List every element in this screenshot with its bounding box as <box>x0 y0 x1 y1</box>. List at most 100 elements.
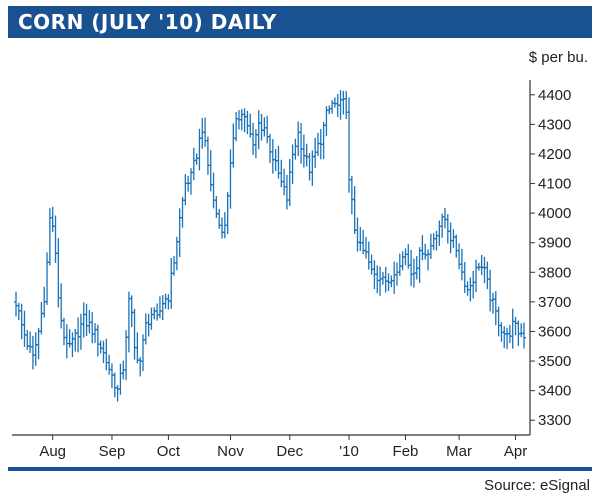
y-tick-label: 3500 <box>538 353 571 370</box>
ohlc-bar <box>417 247 422 283</box>
ohlc-bar <box>157 296 162 319</box>
ohlc-bar <box>392 261 397 294</box>
ohlc-bar <box>98 340 103 354</box>
ohlc-bar <box>403 248 408 266</box>
ohlc-bar <box>279 159 284 188</box>
ohlc-bar <box>465 281 470 296</box>
ohlc-bar <box>395 262 399 286</box>
ohlc-bar <box>149 307 154 330</box>
ohlc-bar <box>355 217 360 252</box>
x-tick-label: Mar <box>446 443 472 460</box>
ohlc-bar <box>172 256 177 276</box>
y-tick-label: 4100 <box>538 176 571 193</box>
ohlc-bar <box>95 324 100 357</box>
ohlc-bar <box>519 323 524 338</box>
ohlc-bar <box>445 214 450 244</box>
ohlc-bar <box>245 110 250 135</box>
ohlc-bar <box>28 331 33 353</box>
chart-title-bar: CORN (JULY '10) DAILY <box>8 6 592 38</box>
ohlc-bar <box>70 332 75 358</box>
ohlc-bar <box>507 324 512 344</box>
ohlc-bar <box>47 208 52 266</box>
ohlc-bar <box>468 277 473 302</box>
ohlc-bar <box>380 271 385 285</box>
ohlc-bar <box>53 215 58 263</box>
ohlc-bar <box>496 306 501 337</box>
ohlc-bar <box>262 117 267 137</box>
ohlc-bar <box>310 150 315 186</box>
ohlc-bar <box>50 206 55 232</box>
ohlc-bar <box>341 90 346 115</box>
ohlc-bar <box>273 148 278 172</box>
ohlc-bar <box>231 123 236 168</box>
ohlc-bar <box>115 385 120 402</box>
ohlc-bar <box>383 266 388 293</box>
ohlc-bar <box>296 121 301 157</box>
ohlc-bar <box>330 100 335 114</box>
y-tick-label: 3700 <box>538 294 571 311</box>
ohlc-bar <box>327 105 332 115</box>
ohlc-bar <box>67 329 72 348</box>
ohlc-bar <box>479 254 484 276</box>
ohlc-bar <box>104 338 109 371</box>
ohlc-bar <box>282 168 287 196</box>
ohlc-bar <box>135 332 140 364</box>
chart-title: CORN (JULY '10) DAILY <box>18 10 277 34</box>
ohlc-bar <box>200 118 205 149</box>
ohlc-bar <box>400 251 405 271</box>
ohlc-bar <box>30 335 35 370</box>
x-tick-label: '10 <box>339 443 359 460</box>
ohlc-bar <box>166 294 171 310</box>
ohlc-bar <box>270 139 275 174</box>
ohlc-bar <box>101 340 106 364</box>
ohlc-bar <box>160 295 165 321</box>
ohlc-bar <box>315 132 320 156</box>
ohlc-bar <box>454 234 459 258</box>
ohlc-bar <box>363 236 368 259</box>
ohlc-bar <box>45 252 50 305</box>
ohlc-bar <box>505 327 510 350</box>
ohlc-bar <box>228 149 233 209</box>
ohlc-bar <box>259 113 264 141</box>
ohlc-bar <box>90 312 95 344</box>
y-tick-label: 3900 <box>538 235 571 252</box>
ohlc-bar <box>510 308 515 349</box>
ohlc-bar <box>482 257 487 284</box>
ohlc-bar <box>287 159 292 206</box>
ohlc-bar <box>191 147 196 181</box>
ohlc-bar <box>14 291 18 317</box>
ohlc-bar <box>321 121 326 160</box>
ohlc-bar <box>338 90 343 120</box>
ohlc-bar <box>251 122 256 155</box>
ohlc-bar <box>431 233 436 251</box>
ohlc-bar <box>220 217 225 239</box>
ohlc-bar <box>118 363 123 395</box>
ohlc-bar <box>307 153 312 181</box>
x-tick-label: Feb <box>393 443 419 460</box>
ohlc-bar <box>93 323 98 343</box>
ohlc-bar <box>301 134 306 168</box>
ohlc-bar <box>64 324 69 359</box>
ohlc-bar <box>426 249 431 271</box>
y-tick-label: 4400 <box>538 87 571 104</box>
ohlc-bar <box>256 110 261 150</box>
ohlc-bar <box>203 117 208 147</box>
ohlc-bar <box>344 90 349 120</box>
ohlc-bar <box>378 266 383 296</box>
x-tick-label: Oct <box>157 443 181 460</box>
ohlc-bar <box>490 292 495 314</box>
ohlc-bar <box>155 303 160 321</box>
ohlc-bar <box>73 328 78 352</box>
ohlc-bar <box>56 238 61 308</box>
ohlc-bar <box>87 309 92 334</box>
bottom-rule <box>8 467 592 471</box>
ohlc-bar <box>239 109 244 131</box>
ohlc-bar <box>268 134 272 163</box>
ohlc-bar <box>437 220 442 246</box>
ohlc-bar <box>474 259 479 293</box>
ohlc-bar <box>502 326 507 349</box>
ohlc-bar <box>107 354 112 375</box>
ohlc-bar <box>352 186 357 235</box>
ohlc-bar <box>242 108 247 133</box>
ohlc-bar <box>493 291 498 326</box>
